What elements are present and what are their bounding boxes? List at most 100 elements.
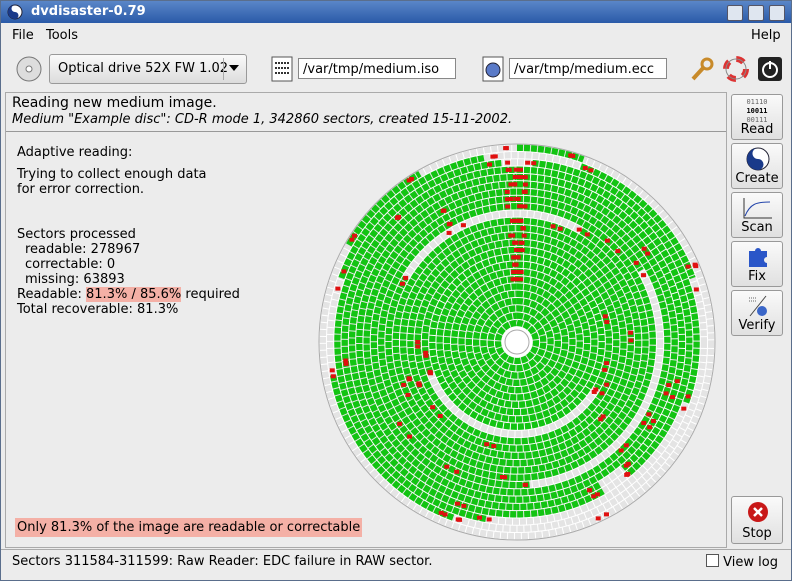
defective-sector — [663, 391, 669, 396]
image-file-entry[interactable]: /var/tmp/medium.iso — [298, 58, 456, 79]
read-sectors — [516, 173, 686, 471]
defective-sector — [401, 382, 407, 387]
defective-sector — [584, 232, 590, 237]
scan-icon — [743, 198, 772, 219]
menu-item[interactable]: File — [12, 28, 34, 43]
read-sectors — [532, 159, 700, 405]
defective-sector — [444, 464, 450, 469]
description-line: for error correction. — [17, 182, 145, 197]
defective-sector — [513, 167, 519, 172]
defective-sector — [633, 260, 639, 265]
defective-sector — [604, 361, 610, 366]
defective-sector — [430, 405, 436, 410]
fix-icon — [749, 248, 767, 267]
defective-sector — [623, 463, 629, 468]
window-title: dvdisaster-0.79 — [31, 4, 146, 19]
read-sectors — [516, 166, 693, 477]
defective-sector — [519, 248, 525, 253]
defective-sector — [335, 286, 341, 291]
button-label: Read — [740, 122, 774, 137]
defective-sector — [685, 394, 691, 399]
defective-sector — [641, 246, 647, 251]
quit-icon[interactable] — [757, 56, 783, 82]
read-sectors — [385, 227, 649, 474]
defective-sector — [405, 392, 411, 397]
preferences-icon[interactable] — [689, 56, 715, 82]
defective-sector — [504, 189, 510, 194]
drive-select[interactable]: Optical drive 52X FW 1.02 — [49, 54, 247, 84]
read-sectors — [579, 163, 696, 280]
file-icon[interactable] — [271, 56, 293, 82]
ecc-file-entry[interactable]: /var/tmp/medium.ecc — [509, 58, 667, 79]
total-recoverable: Total recoverable: 81.3% — [17, 302, 179, 317]
read-sectors — [516, 144, 585, 163]
correctable-count: correctable: 0 — [25, 257, 116, 272]
ecc-file-icon[interactable] — [482, 56, 504, 82]
checkbox[interactable] — [706, 554, 719, 567]
menu-item[interactable]: Tools — [46, 28, 79, 43]
defective-sector — [343, 358, 349, 363]
minimize-button[interactable] — [727, 5, 743, 21]
defective-sector — [615, 249, 621, 254]
defective-sector — [454, 501, 460, 506]
scan-button[interactable]: Scan — [731, 192, 783, 238]
defective-sector — [506, 167, 512, 172]
read-sectors — [429, 254, 605, 430]
defective-sector — [685, 264, 691, 269]
read-sectors — [465, 290, 569, 394]
defective-sector — [416, 381, 422, 386]
create-button[interactable]: Create — [731, 143, 783, 189]
defective-sector — [329, 368, 335, 373]
defective-sector — [670, 395, 676, 400]
defective-sector — [602, 314, 608, 319]
fix-button[interactable]: Fix — [731, 241, 783, 287]
defective-sector — [623, 443, 629, 448]
defective-sector — [438, 510, 444, 515]
empty-ring — [429, 254, 605, 430]
create-icon — [746, 147, 770, 171]
description-line: Trying to collect enough data — [17, 167, 207, 182]
defective-sector — [508, 182, 514, 187]
defective-sector — [522, 175, 528, 180]
read-button[interactable]: 01110 10011 00111 Read — [731, 94, 783, 140]
close-button[interactable] — [769, 5, 785, 21]
view-log-toggle[interactable]: View log — [706, 554, 778, 570]
defective-sector — [446, 222, 452, 227]
defective-sector — [582, 166, 588, 171]
defective-sector — [598, 417, 604, 422]
maximize-button[interactable] — [748, 5, 764, 21]
defective-sector — [618, 448, 624, 453]
readable-ratio: 81.3% / 85.6% — [86, 287, 182, 302]
defective-sector — [511, 269, 517, 274]
menu-item[interactable]: Help — [751, 28, 781, 43]
defective-sector — [484, 442, 490, 447]
stop-button[interactable]: Stop — [731, 496, 783, 544]
verify-button[interactable]: Verify — [731, 290, 783, 336]
read-sectors — [472, 297, 561, 386]
defective-sector — [520, 226, 526, 231]
defective-sector — [403, 275, 409, 280]
read-sectors — [338, 154, 486, 280]
defective-sector — [460, 223, 466, 228]
defective-sector — [442, 512, 448, 517]
button-label: Create — [735, 171, 779, 186]
help-icon[interactable] — [723, 56, 749, 82]
center-hole — [504, 329, 530, 355]
defective-sector — [525, 160, 531, 165]
read-sectors — [443, 268, 591, 416]
drive-label: Optical drive 52X FW 1.02 — [58, 61, 229, 76]
defective-sector — [514, 218, 520, 223]
defective-sector — [446, 230, 452, 235]
defective-sector — [588, 168, 594, 173]
view-log-label: View log — [723, 555, 778, 570]
defective-sector — [550, 224, 556, 229]
defective-sector — [591, 389, 597, 394]
defective-sector — [576, 227, 582, 232]
readable-label: Readable: — [17, 287, 82, 302]
defective-sector — [423, 350, 429, 355]
app-icon — [7, 4, 23, 20]
defective-sector — [604, 382, 610, 387]
read-sectors — [458, 283, 576, 401]
read-icon: 01110 10011 00111 — [732, 98, 782, 125]
defective-sector — [491, 444, 497, 449]
